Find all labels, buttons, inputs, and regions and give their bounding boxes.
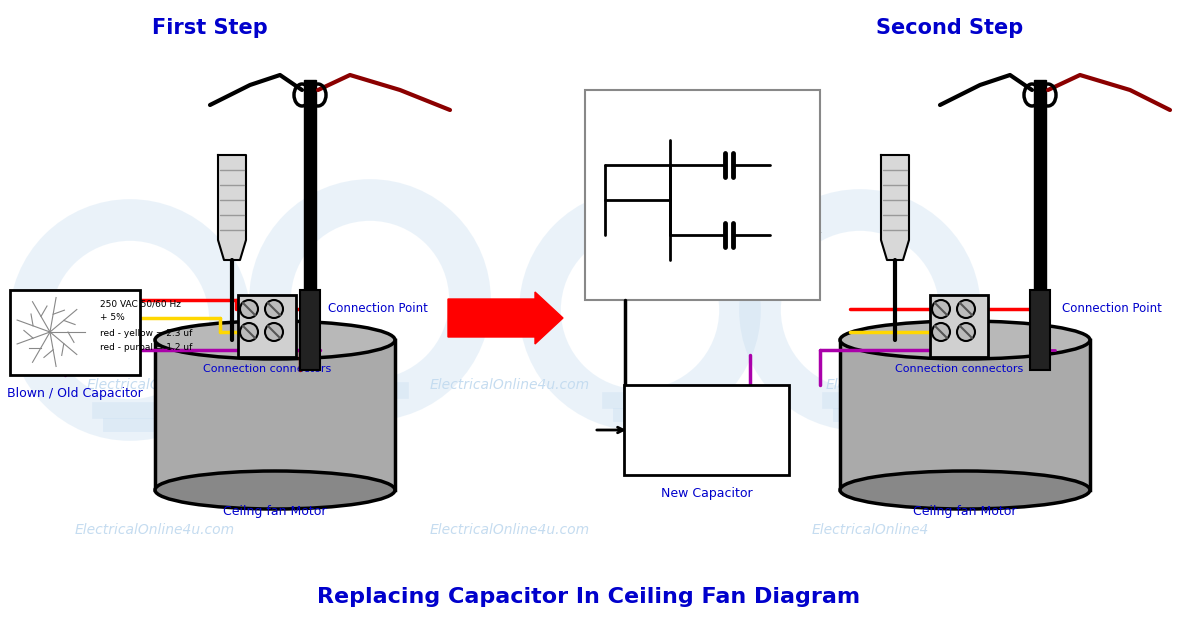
Text: + 5%: + 5% <box>100 313 125 323</box>
Ellipse shape <box>840 471 1090 509</box>
Text: ElectricalOnline4u.com: ElectricalOnline4u.com <box>75 523 236 537</box>
Bar <box>238 295 296 357</box>
Text: + 5%: + 5% <box>693 412 721 422</box>
Bar <box>300 290 320 370</box>
Circle shape <box>932 300 949 318</box>
Circle shape <box>932 323 949 341</box>
Ellipse shape <box>840 321 1090 359</box>
Circle shape <box>957 300 975 318</box>
Text: Ceilng fan Motor: Ceilng fan Motor <box>224 506 326 519</box>
Bar <box>585 90 820 300</box>
Text: red - purpal = 1.2 uf: red - purpal = 1.2 uf <box>654 447 760 457</box>
Text: 3 Wire Capacitor Diagram: 3 Wire Capacitor Diagram <box>613 276 793 289</box>
Text: purpal: purpal <box>785 158 823 172</box>
Bar <box>929 295 988 357</box>
Bar <box>9 290 140 375</box>
Text: ElectricalOnline4u.com: ElectricalOnline4u.com <box>430 378 590 392</box>
Text: yellow: yellow <box>785 229 822 242</box>
Text: New Capacitor: New Capacitor <box>661 486 753 499</box>
Text: Connection connectors: Connection connectors <box>895 364 1024 374</box>
Polygon shape <box>881 155 909 260</box>
Text: Replacing Capacitor In Ceiling Fan Diagram: Replacing Capacitor In Ceiling Fan Diagr… <box>317 587 861 607</box>
Circle shape <box>240 300 258 318</box>
Bar <box>840 340 1090 490</box>
Text: ElectricalOnline4: ElectricalOnline4 <box>812 523 928 537</box>
Text: red - purpal = 1.2 uf: red - purpal = 1.2 uf <box>100 344 192 352</box>
Bar <box>1034 80 1046 340</box>
Text: ElectricalOnline4u.com: ElectricalOnline4u.com <box>430 523 590 537</box>
Text: ElectricalOnline4u.c..: ElectricalOnline4u.c.. <box>86 378 233 392</box>
Text: Connection Point: Connection Point <box>1063 302 1162 316</box>
Text: red: red <box>583 169 602 182</box>
Circle shape <box>265 323 283 341</box>
Text: 2.3uf: 2.3uf <box>714 250 744 263</box>
Text: 1.2uf: 1.2uf <box>714 137 744 150</box>
FancyArrow shape <box>448 292 563 344</box>
Text: red - yellow = 2.3 uf: red - yellow = 2.3 uf <box>654 430 760 440</box>
Text: ElectricalOnline: ElectricalOnline <box>826 378 934 392</box>
Text: Connection Point: Connection Point <box>327 302 428 316</box>
Text: 250 VAC 50/60 Hz: 250 VAC 50/60 Hz <box>100 300 181 308</box>
Bar <box>304 80 316 340</box>
Circle shape <box>265 300 283 318</box>
Bar <box>155 340 395 490</box>
Bar <box>1030 290 1050 370</box>
Text: 250 VAC 50/60 Hz: 250 VAC 50/60 Hz <box>660 395 753 405</box>
Text: First Step: First Step <box>152 18 267 38</box>
Text: Second Step: Second Step <box>876 18 1024 38</box>
Circle shape <box>240 323 258 341</box>
Polygon shape <box>218 155 246 260</box>
Ellipse shape <box>155 321 395 359</box>
Text: Blown / Old Capacitor: Blown / Old Capacitor <box>7 386 143 399</box>
Circle shape <box>957 323 975 341</box>
Text: Ceilng fan Motor: Ceilng fan Motor <box>913 506 1017 519</box>
Bar <box>624 385 789 475</box>
Text: red - yellow = 2.3 uf: red - yellow = 2.3 uf <box>100 329 192 337</box>
Ellipse shape <box>155 471 395 509</box>
Text: Connection connectors: Connection connectors <box>203 364 331 374</box>
